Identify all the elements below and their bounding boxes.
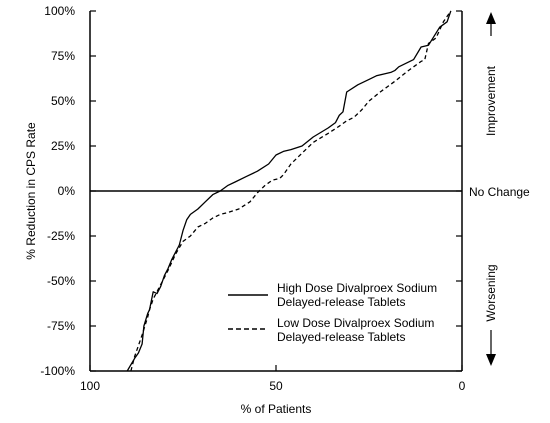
series-group xyxy=(126,10,452,372)
y-tick-label: -50% xyxy=(47,274,75,288)
series-line-low-dose xyxy=(130,10,452,372)
x-axis-label: % of Patients xyxy=(241,402,312,416)
no-change-label: No Change xyxy=(469,185,530,199)
y-tick-label: 50% xyxy=(51,94,75,108)
y-tick-label: -100% xyxy=(40,364,75,378)
x-tick-label: 0 xyxy=(459,379,466,393)
worsening-label: Worsening xyxy=(484,264,498,321)
down-arrow-icon xyxy=(486,354,496,366)
improvement-label: Improvement xyxy=(484,65,498,136)
plot-area: 100% 75% 50% 25% 0% -25% -50% -75% -100% 100 50 0 xyxy=(40,4,465,393)
x-tick-label: 50 xyxy=(269,379,283,393)
y-ticks-group: 100% 75% 50% 25% 0% -25% -50% -75% -100% xyxy=(40,4,462,378)
y-tick-label: 0% xyxy=(58,184,76,198)
legend-label-line: Delayed-release Tablets xyxy=(277,295,406,309)
y-tick-label: -75% xyxy=(47,319,75,333)
x-tick-label: 100 xyxy=(80,379,100,393)
improvement-indicator: Improvement xyxy=(484,12,498,136)
legend: High Dose Divalproex Sodium Delayed-relea… xyxy=(228,281,437,344)
x-ticks-group: 100 50 0 xyxy=(80,365,466,393)
y-axis-label: % Reduction in CPS Rate xyxy=(24,122,38,260)
legend-label-line: Delayed-release Tablets xyxy=(277,330,406,344)
legend-label-line: High Dose Divalproex Sodium xyxy=(277,281,437,295)
y-tick-label: -25% xyxy=(47,229,75,243)
series-line-high-dose xyxy=(126,10,452,372)
legend-label-line: Low Dose Divalproex Sodium xyxy=(277,316,434,330)
y-tick-label: 75% xyxy=(51,49,75,63)
legend-label-low-dose: Low Dose Divalproex Sodium Delayed-releas… xyxy=(277,316,434,344)
legend-label-high-dose: High Dose Divalproex Sodium Delayed-relea… xyxy=(277,281,437,309)
y-tick-label: 100% xyxy=(44,4,75,18)
worsening-indicator: Worsening xyxy=(484,264,498,366)
y-tick-label: 25% xyxy=(51,139,75,153)
up-arrow-icon xyxy=(486,12,496,24)
